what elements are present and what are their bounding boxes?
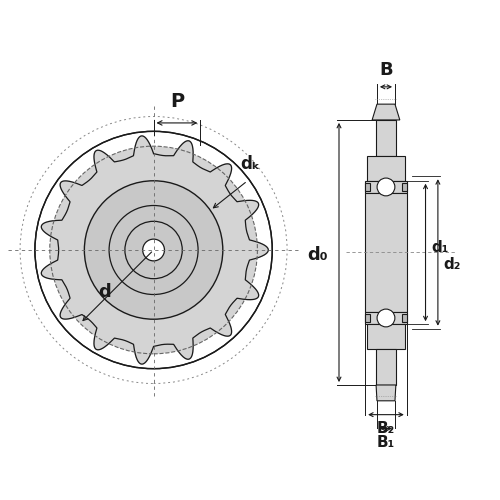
Polygon shape (376, 385, 396, 401)
Text: d₀: d₀ (308, 246, 328, 264)
Circle shape (377, 309, 395, 327)
Bar (402, 314, 406, 322)
Text: d₂: d₂ (444, 258, 461, 272)
Text: d₁: d₁ (432, 240, 449, 255)
Bar (365, 314, 370, 322)
Polygon shape (372, 104, 400, 120)
Bar (402, 182, 406, 192)
Text: dₖ: dₖ (240, 156, 260, 174)
Text: d: d (98, 282, 111, 300)
Text: B₁: B₁ (377, 435, 395, 450)
Circle shape (84, 181, 223, 319)
Bar (367, 324, 405, 349)
Bar (365, 182, 370, 192)
Circle shape (142, 239, 165, 261)
Bar (367, 156, 405, 181)
Text: P: P (170, 92, 184, 110)
Bar (376, 349, 396, 385)
Bar (376, 120, 396, 156)
Bar (365, 193, 406, 312)
Circle shape (377, 178, 395, 196)
Text: B₂: B₂ (377, 421, 395, 436)
Bar (365, 181, 406, 193)
Circle shape (50, 146, 258, 354)
Bar (365, 312, 406, 324)
Text: B: B (379, 62, 393, 80)
Polygon shape (42, 136, 268, 364)
